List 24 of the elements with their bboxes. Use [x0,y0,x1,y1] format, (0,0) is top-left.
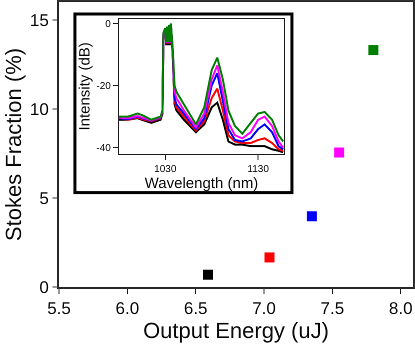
x-tick-label: 5.5 [47,299,71,318]
point [306,211,317,222]
point [368,45,378,56]
y-axis-title: Stokes Fraction (%) [1,48,26,242]
y-tick-label: -40 [96,143,112,154]
x-tick-label: 8.0 [388,299,413,318]
y-tick-label: 10 [30,100,49,119]
y-axis-title: Intensity (dB) [76,42,94,131]
x-tick-label: 1030 [154,164,177,175]
y-tick-label: 0 [39,278,49,297]
x-tick-label: 6.5 [184,299,208,318]
point [264,252,274,262]
x-axis-title: Wavelength (nm) [144,174,258,192]
x-tick-label: 7.0 [252,299,276,318]
y-tick-label: -20 [96,81,112,92]
x-tick-label: 1130 [247,164,270,175]
point [334,148,344,158]
y-tick-label: 15 [30,10,49,30]
point [202,270,213,280]
x-axis-title: Output Energy (uJ) [143,318,329,344]
x-tick-label: 7.5 [320,299,344,318]
y-tick-label: 0 [105,18,112,30]
x-tick-label: 6.0 [116,299,140,318]
y-tick-label: 5 [39,188,49,208]
